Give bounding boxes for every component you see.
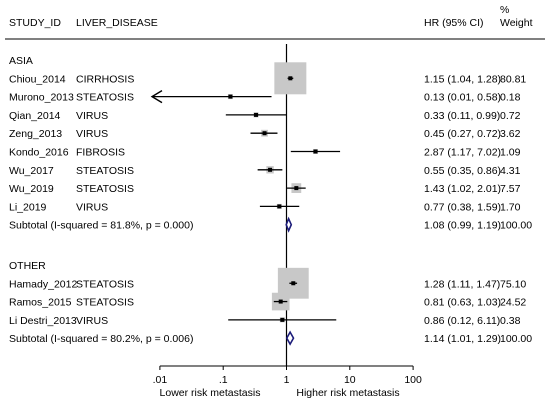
study-id: Li Destri_2013 [9, 315, 77, 327]
study-disease: STEATOSIS [76, 278, 134, 290]
study-weight: 1.09 [500, 147, 521, 159]
study-disease: STEATOSIS [76, 165, 134, 177]
study-disease: VIRUS [76, 201, 108, 213]
study-weight: 0.38 [500, 315, 521, 327]
point-estimate [268, 167, 273, 172]
study-disease: VIRUS [76, 315, 108, 327]
study-weight: 1.70 [500, 201, 521, 213]
study-hr: 0.81 (0.63, 1.03) [424, 297, 501, 309]
point-estimate [288, 76, 293, 81]
study-id: Murono_2013 [9, 92, 74, 104]
group-label: OTHER [9, 260, 46, 272]
subtotal-weight: 100.00 [500, 333, 532, 345]
study-disease: FIBROSIS [76, 147, 125, 159]
subtotal-label: Subtotal (I-squared = 81.8%, p = 0.000) [9, 220, 193, 232]
x-tick-label: .1 [219, 374, 228, 386]
point-estimate [228, 94, 233, 99]
study-disease: STEATOSIS [76, 183, 134, 195]
study-weight: 24.52 [500, 297, 526, 309]
subtotal-weight: 100.00 [500, 220, 532, 232]
study-hr: 0.33 (0.11, 0.99) [424, 110, 500, 122]
study-hr: 1.28 (1.11, 1.47) [424, 278, 500, 290]
study-hr: 2.87 (1.17, 7.02) [424, 147, 501, 159]
study-weight: 7.57 [500, 183, 521, 195]
study-weight: 4.31 [500, 165, 521, 177]
subtotal-label: Subtotal (I-squared = 80.2%, p = 0.006) [9, 333, 193, 345]
study-disease: STEATOSIS [76, 92, 134, 104]
subtotal-diamond [285, 216, 293, 233]
study-weight: 3.62 [500, 128, 521, 140]
subtotal-hr: 1.14 (1.01, 1.29) [424, 333, 501, 345]
x-annotation-lower: Lower risk metastasis [160, 387, 261, 399]
study-disease: CIRRHOSIS [76, 73, 134, 85]
study-id: Ramos_2015 [9, 297, 72, 309]
x-tick-label: .01 [153, 374, 168, 386]
marks-layer [150, 44, 341, 366]
point-estimate [313, 149, 318, 154]
study-weight: 0.72 [500, 110, 521, 122]
study-weight: 0.18 [500, 92, 521, 104]
ci-arrow-left [150, 89, 163, 104]
study-id: Li_2019 [9, 201, 47, 213]
study-disease: VIRUS [76, 128, 108, 140]
subtotal-diamond [285, 330, 295, 346]
header-liver-disease: LIVER_DISEASE [76, 17, 158, 29]
group-label: ASIA [9, 55, 33, 67]
x-tick-label: 1 [284, 374, 290, 386]
study-id: Qian_2014 [9, 110, 61, 122]
study-disease: VIRUS [76, 110, 108, 122]
rows-layer: ASIA Chiou_2014 CIRRHOSIS 1.15 (1.04, 1.28)… [5, 38, 545, 345]
study-id: Kondo_2016 [9, 147, 69, 159]
study-id: Zeng_2013 [9, 128, 62, 140]
study-hr: 0.77 (0.38, 1.59) [424, 201, 501, 213]
study-hr: 0.86 (0.12, 6.11) [424, 315, 500, 327]
study-hr: 0.55 (0.35, 0.86) [424, 165, 501, 177]
point-estimate [278, 299, 283, 304]
study-hr: 0.45 (0.27, 0.72) [424, 128, 501, 140]
x-axis: .01 .1 1 10 100 [153, 365, 422, 386]
study-disease: STEATOSIS [76, 297, 134, 309]
study-id: Chiou_2014 [9, 73, 66, 85]
study-hr: 0.13 (0.01, 0.58) [424, 92, 501, 104]
study-weight: 80.81 [500, 73, 526, 85]
header-weight: Weight [500, 17, 533, 29]
study-hr: 1.15 (1.04, 1.28) [424, 73, 501, 85]
study-id: Wu_2019 [9, 183, 54, 195]
point-estimate [294, 186, 299, 191]
header-hr-ci: HR (95% CI) [424, 17, 484, 29]
x-tick-label: 100 [404, 374, 422, 386]
x-tick-label: 10 [344, 374, 356, 386]
point-estimate [291, 281, 296, 286]
study-hr: 1.43 (1.02, 2.01) [424, 183, 501, 195]
header-study-id: STUDY_ID [9, 17, 61, 29]
point-estimate [254, 112, 259, 117]
subtotal-hr: 1.08 (0.99, 1.19) [424, 220, 501, 232]
study-id: Wu_2017 [9, 165, 54, 177]
point-estimate [280, 317, 285, 322]
point-estimate [262, 131, 267, 136]
point-estimate [277, 204, 282, 209]
study-weight: 75.10 [500, 278, 526, 290]
study-id: Hamady_2012 [9, 278, 77, 290]
x-annotation-higher: Higher risk metastasis [296, 387, 399, 399]
header-weight-percent: % [500, 4, 509, 16]
